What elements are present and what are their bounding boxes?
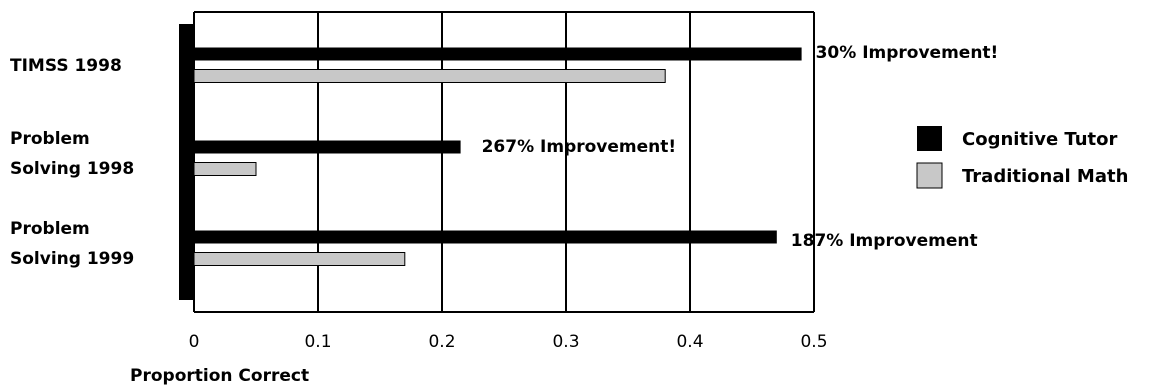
improvement-annotation: 187% Improvement bbox=[791, 231, 978, 251]
legend: Cognitive Tutor Traditional Math bbox=[916, 126, 1128, 189]
bar-traditional-math bbox=[193, 162, 257, 176]
x-tick-label: 0.4 bbox=[676, 332, 703, 352]
bar-cognitive-tutor bbox=[194, 140, 461, 154]
bar-cognitive-tutor bbox=[194, 47, 802, 61]
bar-traditional-math bbox=[193, 252, 406, 266]
category-label: Problem Solving 1999 bbox=[10, 219, 134, 269]
x-tick-label: 0.2 bbox=[428, 332, 455, 352]
legend-label: Cognitive Tutor bbox=[962, 129, 1118, 150]
legend-label: Traditional Math bbox=[962, 166, 1128, 187]
bar-traditional-math bbox=[193, 69, 666, 83]
category-label: Problem Solving 1998 bbox=[10, 129, 134, 179]
improvement-annotation: 30% Improvement! bbox=[816, 43, 999, 63]
grid-layer bbox=[179, 11, 815, 313]
x-tick-label: 0.1 bbox=[304, 332, 331, 352]
x-tick-label: 0.3 bbox=[552, 332, 579, 352]
category-label: TIMSS 1998 bbox=[10, 56, 122, 76]
improvement-annotation: 267% Improvement! bbox=[482, 137, 677, 157]
bars-layer bbox=[193, 47, 802, 266]
x-tick-label: 0 bbox=[189, 332, 200, 352]
labels-layer: 0 0.1 0.2 0.3 0.4 0.5 TIMSS 1998 Problem Solving… bbox=[10, 43, 998, 352]
legend-swatch-traditional-math bbox=[916, 162, 943, 189]
legend-swatch-cognitive-tutor bbox=[917, 126, 942, 151]
y-axis-bar bbox=[179, 24, 193, 300]
bar-cognitive-tutor bbox=[194, 230, 777, 244]
x-tick-label: 0.5 bbox=[800, 332, 827, 352]
x-axis-title: Proportion Correct bbox=[130, 366, 309, 385]
